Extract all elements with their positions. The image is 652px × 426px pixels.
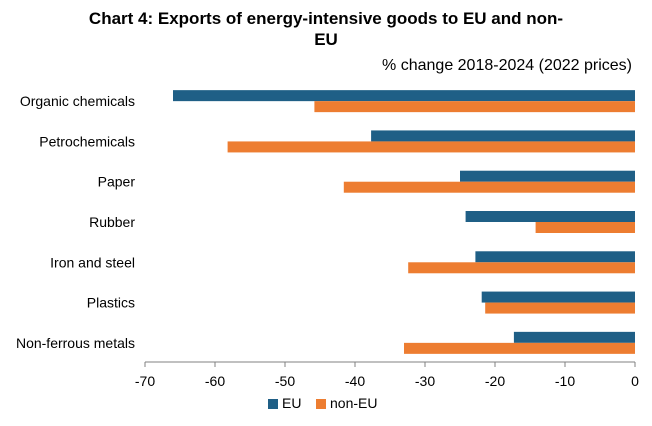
x-tick-label: -30: [415, 373, 435, 389]
x-tick-label: 0: [631, 373, 639, 389]
x-tick-label: -10: [555, 373, 575, 389]
x-tick-label: -60: [205, 373, 225, 389]
category-label: Petrochemicals: [39, 133, 135, 149]
x-tick-label: -50: [275, 373, 295, 389]
bar-non-eu: [404, 342, 635, 354]
category-label: Organic chemicals: [20, 93, 135, 109]
category-label: Rubber: [89, 214, 135, 230]
category-label: Non-ferrous metals: [16, 335, 135, 351]
bar-eu: [513, 331, 635, 343]
bar-non-eu: [227, 141, 635, 153]
legend-label-non-eu: non-EU: [330, 395, 377, 411]
legend-label-eu: EU: [282, 395, 301, 411]
bar-non-eu: [408, 262, 635, 274]
bar-eu: [371, 130, 635, 142]
category-label: Paper: [98, 174, 136, 190]
chart-title-line-1: Chart 4: Exports of energy-intensive goo…: [88, 9, 564, 28]
bar-eu: [460, 170, 635, 182]
category-label: Iron and steel: [50, 254, 135, 270]
x-tick-label: -40: [345, 373, 365, 389]
bar-non-eu: [535, 222, 635, 233]
bar-non-eu: [343, 181, 635, 193]
chart-title: Chart 4: Exports of energy-intensive goo…: [0, 8, 652, 50]
bar-eu: [475, 251, 635, 263]
chart-title-line-2: EU: [314, 30, 338, 49]
bar-non-eu: [485, 302, 635, 314]
bar-eu: [465, 211, 635, 222]
chart-subtitle: % change 2018-2024 (2022 prices): [382, 57, 632, 74]
legend-swatch-non-eu: [316, 399, 326, 409]
x-tick-label: -70: [135, 373, 155, 389]
x-tick-label: -20: [485, 373, 505, 389]
bar-non-eu: [314, 101, 635, 113]
bar-eu: [481, 291, 635, 303]
legend-swatch-eu: [268, 399, 278, 409]
bar-eu: [173, 90, 635, 102]
category-label: Plastics: [87, 295, 135, 311]
